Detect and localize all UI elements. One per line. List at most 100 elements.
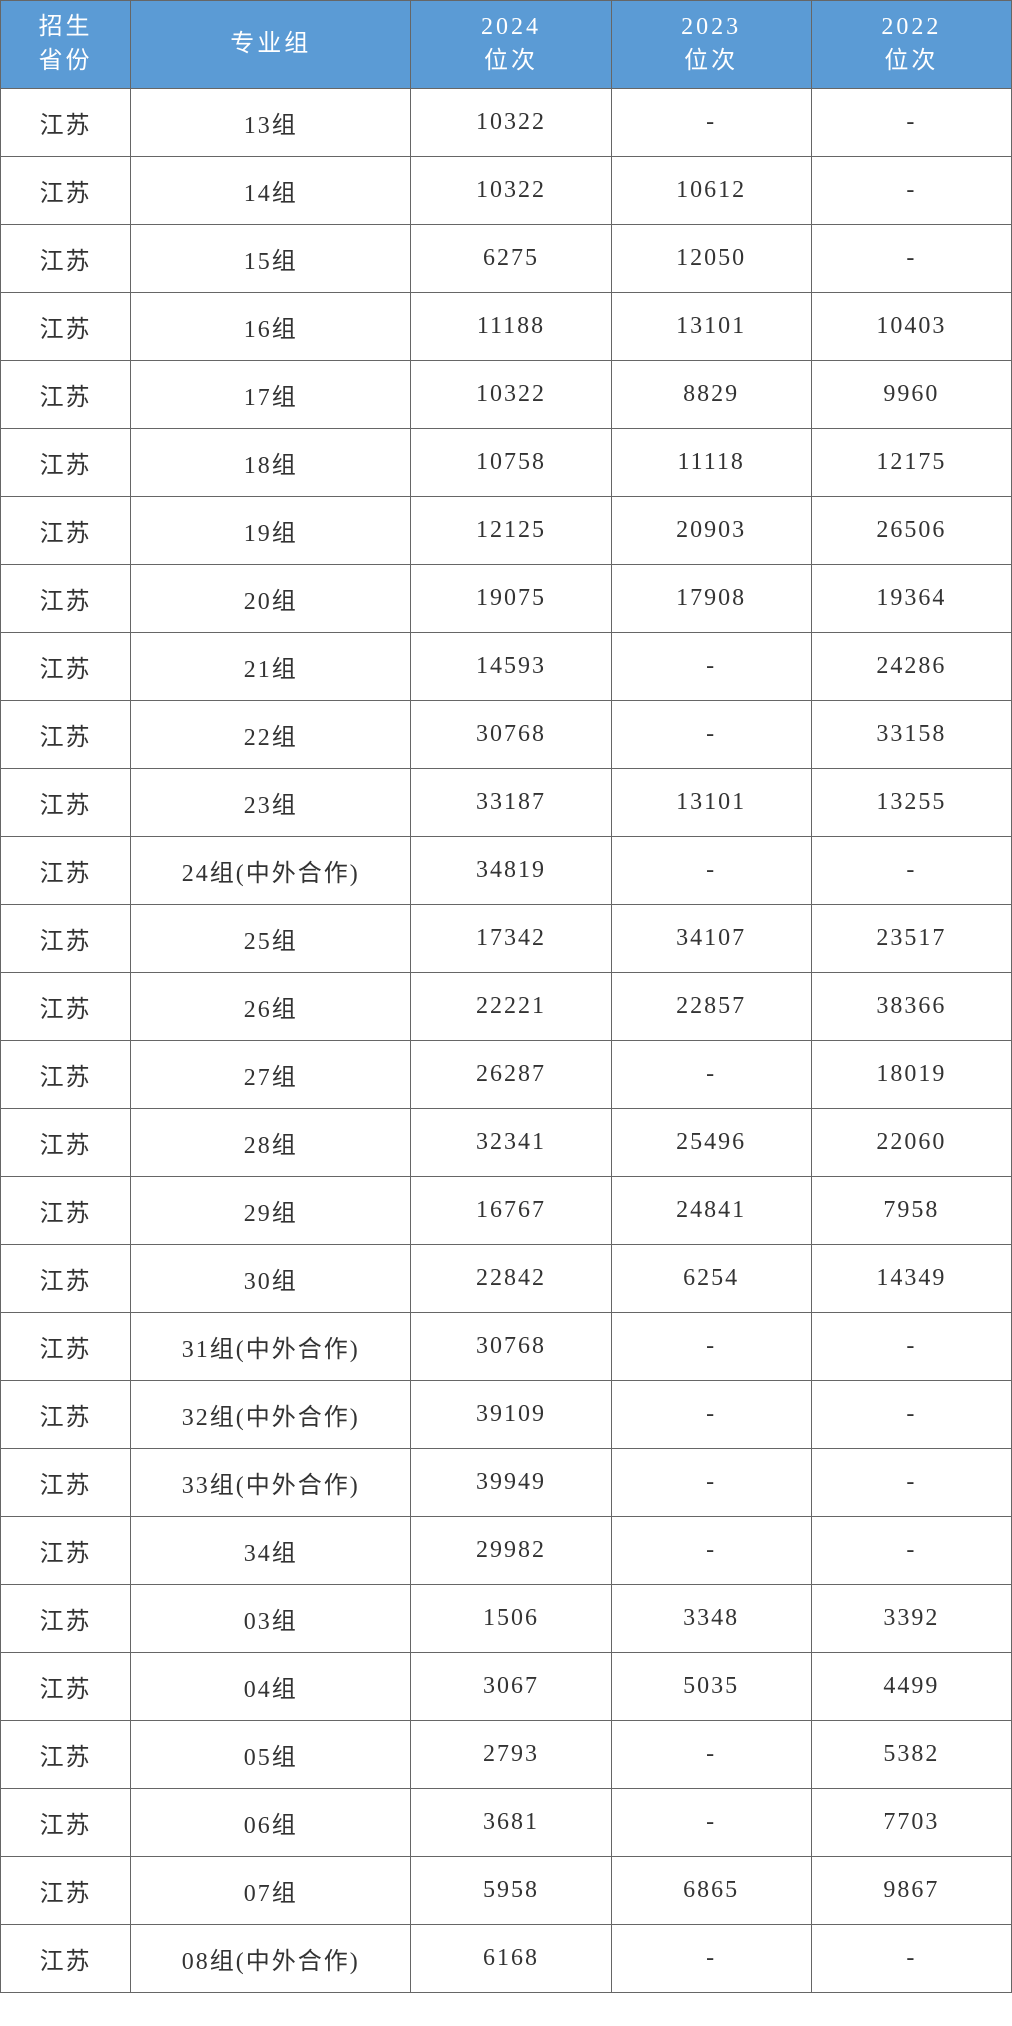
cell-province: 江苏 xyxy=(1,89,131,157)
cell-2022: - xyxy=(811,89,1011,157)
table-row: 江苏15组627512050- xyxy=(1,225,1012,293)
cell-2022: 10403 xyxy=(811,293,1011,361)
header-2023-line2: 位次 xyxy=(684,48,738,74)
header-2022-line1: 2022 xyxy=(881,14,941,40)
cell-2022: 12175 xyxy=(811,429,1011,497)
cell-2024: 39109 xyxy=(411,1381,611,1449)
cell-2024: 6168 xyxy=(411,1925,611,1993)
cell-2023: 10612 xyxy=(611,157,811,225)
cell-group: 06组 xyxy=(131,1789,411,1857)
cell-province: 江苏 xyxy=(1,1449,131,1517)
table-row: 江苏13组10322-- xyxy=(1,89,1012,157)
cell-province: 江苏 xyxy=(1,633,131,701)
cell-2024: 5958 xyxy=(411,1857,611,1925)
table-row: 江苏24组(中外合作)34819-- xyxy=(1,837,1012,905)
cell-2022: 19364 xyxy=(811,565,1011,633)
cell-province: 江苏 xyxy=(1,293,131,361)
cell-province: 江苏 xyxy=(1,1585,131,1653)
cell-2024: 39949 xyxy=(411,1449,611,1517)
cell-group: 07组 xyxy=(131,1857,411,1925)
cell-2022: - xyxy=(811,157,1011,225)
cell-2024: 12125 xyxy=(411,497,611,565)
cell-2023: - xyxy=(611,1313,811,1381)
cell-province: 江苏 xyxy=(1,1109,131,1177)
cell-province: 江苏 xyxy=(1,565,131,633)
cell-2023: - xyxy=(611,1721,811,1789)
cell-2024: 32341 xyxy=(411,1109,611,1177)
header-2024-line1: 2024 xyxy=(481,14,541,40)
cell-2023: 6865 xyxy=(611,1857,811,1925)
header-group: 专业组 xyxy=(131,1,411,89)
cell-2024: 30768 xyxy=(411,701,611,769)
cell-2023: - xyxy=(611,1041,811,1109)
table-row: 江苏08组(中外合作)6168-- xyxy=(1,1925,1012,1993)
cell-group: 31组(中外合作) xyxy=(131,1313,411,1381)
cell-group: 30组 xyxy=(131,1245,411,1313)
cell-group: 25组 xyxy=(131,905,411,973)
cell-group: 27组 xyxy=(131,1041,411,1109)
cell-2024: 19075 xyxy=(411,565,611,633)
cell-2024: 29982 xyxy=(411,1517,611,1585)
cell-province: 江苏 xyxy=(1,973,131,1041)
table-row: 江苏06组3681-7703 xyxy=(1,1789,1012,1857)
cell-province: 江苏 xyxy=(1,361,131,429)
cell-2023: 12050 xyxy=(611,225,811,293)
cell-2022: 33158 xyxy=(811,701,1011,769)
cell-2024: 10758 xyxy=(411,429,611,497)
cell-province: 江苏 xyxy=(1,701,131,769)
header-2024-line2: 位次 xyxy=(484,48,538,74)
cell-2022: 3392 xyxy=(811,1585,1011,1653)
header-province-line1: 招生 xyxy=(39,14,93,40)
table-row: 江苏31组(中外合作)30768-- xyxy=(1,1313,1012,1381)
cell-2023: 20903 xyxy=(611,497,811,565)
cell-2024: 3681 xyxy=(411,1789,611,1857)
cell-2023: - xyxy=(611,1789,811,1857)
cell-2023: 5035 xyxy=(611,1653,811,1721)
cell-2022: 9867 xyxy=(811,1857,1011,1925)
cell-2024: 10322 xyxy=(411,361,611,429)
cell-group: 15组 xyxy=(131,225,411,293)
cell-2023: 22857 xyxy=(611,973,811,1041)
cell-2023: 8829 xyxy=(611,361,811,429)
cell-2022: 23517 xyxy=(811,905,1011,973)
cell-2023: 11118 xyxy=(611,429,811,497)
cell-2024: 10322 xyxy=(411,89,611,157)
table-row: 江苏22组30768-33158 xyxy=(1,701,1012,769)
table-row: 江苏04组306750354499 xyxy=(1,1653,1012,1721)
cell-province: 江苏 xyxy=(1,1313,131,1381)
cell-2024: 33187 xyxy=(411,769,611,837)
cell-group: 17组 xyxy=(131,361,411,429)
table-row: 江苏17组1032288299960 xyxy=(1,361,1012,429)
cell-2024: 14593 xyxy=(411,633,611,701)
cell-2023: - xyxy=(611,701,811,769)
cell-2022: 22060 xyxy=(811,1109,1011,1177)
cell-group: 28组 xyxy=(131,1109,411,1177)
cell-2024: 6275 xyxy=(411,225,611,293)
cell-group: 20组 xyxy=(131,565,411,633)
table-row: 江苏18组107581111812175 xyxy=(1,429,1012,497)
cell-province: 江苏 xyxy=(1,1721,131,1789)
cell-2022: 24286 xyxy=(811,633,1011,701)
table-row: 江苏28组323412549622060 xyxy=(1,1109,1012,1177)
cell-province: 江苏 xyxy=(1,1517,131,1585)
table-row: 江苏33组(中外合作)39949-- xyxy=(1,1449,1012,1517)
cell-group: 21组 xyxy=(131,633,411,701)
cell-province: 江苏 xyxy=(1,1925,131,1993)
cell-2024: 2793 xyxy=(411,1721,611,1789)
cell-province: 江苏 xyxy=(1,769,131,837)
cell-2023: 13101 xyxy=(611,769,811,837)
table-row: 江苏19组121252090326506 xyxy=(1,497,1012,565)
cell-province: 江苏 xyxy=(1,1177,131,1245)
cell-2022: 38366 xyxy=(811,973,1011,1041)
table-row: 江苏26组222212285738366 xyxy=(1,973,1012,1041)
cell-2022: 7958 xyxy=(811,1177,1011,1245)
header-province-line2: 省份 xyxy=(39,48,93,74)
cell-province: 江苏 xyxy=(1,837,131,905)
cell-group: 19组 xyxy=(131,497,411,565)
table-row: 江苏07组595868659867 xyxy=(1,1857,1012,1925)
table-row: 江苏21组14593-24286 xyxy=(1,633,1012,701)
table-row: 江苏27组26287-18019 xyxy=(1,1041,1012,1109)
cell-2022: 13255 xyxy=(811,769,1011,837)
cell-2022: 7703 xyxy=(811,1789,1011,1857)
cell-province: 江苏 xyxy=(1,429,131,497)
